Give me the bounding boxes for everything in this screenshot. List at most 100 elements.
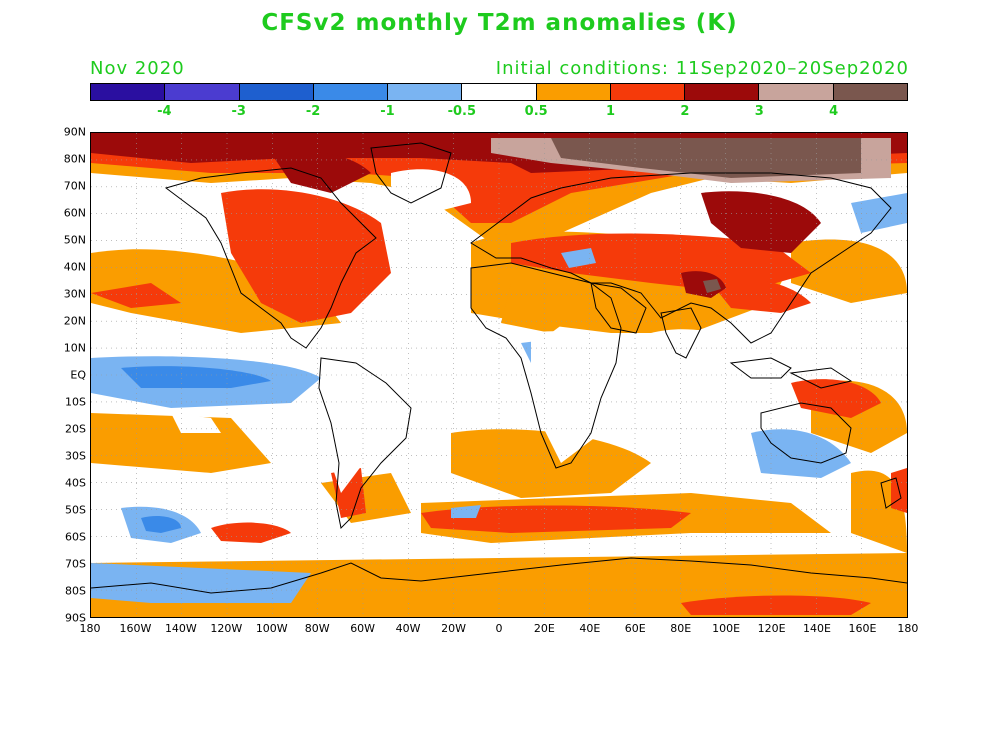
anomaly-region bbox=[681, 271, 726, 298]
colorbar-label: -1 bbox=[380, 104, 395, 119]
anomaly-region bbox=[221, 189, 391, 323]
colorbar-swatch bbox=[685, 84, 760, 100]
anomaly-region bbox=[171, 413, 221, 433]
forecast-month: Nov 2020 bbox=[90, 58, 185, 79]
map-title: CFSv2 monthly T2m anomalies (K) bbox=[261, 10, 738, 36]
coastline bbox=[660, 307, 702, 359]
coastlines bbox=[91, 142, 907, 594]
coastline bbox=[164, 167, 377, 349]
anomaly-region bbox=[91, 563, 311, 603]
colorbar-label: -4 bbox=[157, 104, 172, 119]
latitude-label: 50N bbox=[63, 233, 86, 247]
colorbar-swatch bbox=[91, 84, 166, 100]
coastline bbox=[470, 262, 622, 469]
anomaly-region bbox=[421, 505, 691, 533]
colorbar-swatch bbox=[759, 84, 834, 100]
coastline bbox=[880, 477, 902, 509]
latitude-label: 40N bbox=[63, 260, 86, 274]
colorbar bbox=[90, 83, 908, 101]
anomaly-region bbox=[551, 138, 861, 178]
anomaly-region bbox=[711, 279, 811, 313]
initial-conditions: Initial conditions: 11Sep2020–20Sep2020 bbox=[495, 58, 909, 79]
anomaly-region bbox=[91, 249, 341, 333]
longitude-label: 160W bbox=[119, 622, 152, 635]
anomaly-region bbox=[321, 330, 391, 493]
latitude-label: 70N bbox=[63, 179, 86, 193]
coastline bbox=[729, 357, 792, 379]
anomaly-region bbox=[121, 366, 271, 388]
longitude-label: 60E bbox=[624, 622, 646, 635]
longitude-label: 120E bbox=[757, 622, 786, 635]
anomaly-region bbox=[501, 273, 591, 333]
colorbar-label: 3 bbox=[754, 104, 764, 119]
latitude-label: EQ bbox=[70, 368, 86, 382]
colorbar-label: -2 bbox=[305, 104, 321, 119]
colorbar-swatch bbox=[388, 84, 463, 100]
colorbar-label: -3 bbox=[231, 104, 246, 119]
colorbar-label: 4 bbox=[829, 104, 839, 119]
anomaly-map bbox=[90, 132, 908, 618]
longitude-label: 120W bbox=[210, 622, 243, 635]
longitude-label: 140E bbox=[803, 622, 832, 635]
coastline bbox=[470, 172, 892, 344]
longitude-label: 40E bbox=[579, 622, 601, 635]
anomaly-region bbox=[701, 191, 821, 253]
longitude-label: 180 bbox=[897, 622, 919, 635]
longitude-label: 100E bbox=[712, 622, 741, 635]
latitude-label: 80N bbox=[63, 152, 86, 166]
colorbar-swatch bbox=[313, 84, 389, 100]
anomaly-region bbox=[651, 329, 771, 383]
latitude-label: 60S bbox=[65, 530, 86, 544]
latitude-label: 30N bbox=[63, 287, 86, 301]
longitude-label: 20W bbox=[441, 622, 466, 635]
anomaly-region bbox=[791, 379, 881, 418]
coastline bbox=[370, 142, 452, 204]
anomaly-region bbox=[91, 283, 181, 308]
colorbar-swatch bbox=[536, 84, 611, 100]
anomaly-region bbox=[511, 233, 811, 293]
anomaly-region bbox=[91, 413, 271, 473]
longitude-label: 80W bbox=[304, 622, 330, 635]
anomaly-region bbox=[451, 429, 651, 498]
latitude-label: 20N bbox=[63, 314, 86, 328]
anomaly-field-layer bbox=[91, 133, 907, 617]
anomaly-region bbox=[703, 279, 721, 293]
latitude-label: 40S bbox=[65, 476, 86, 490]
colorbar-swatch bbox=[165, 84, 240, 100]
anomaly-region bbox=[91, 453, 331, 493]
anomaly-region bbox=[851, 193, 907, 233]
colorbar-label: 2 bbox=[680, 104, 690, 119]
latitude-label: 70S bbox=[65, 557, 86, 571]
latitude-label: 10N bbox=[63, 341, 86, 355]
anomaly-region bbox=[211, 522, 291, 543]
longitude-label: 180 bbox=[79, 622, 101, 635]
longitude-label: 0 bbox=[495, 622, 503, 635]
latitude-label: 20S bbox=[65, 422, 86, 436]
longitude-label: 60W bbox=[350, 622, 376, 635]
latitude-label: 30S bbox=[65, 449, 86, 463]
latitude-label: 90S bbox=[65, 611, 86, 625]
coastline bbox=[760, 402, 852, 464]
latitude-label: 60N bbox=[63, 206, 86, 220]
coastline bbox=[590, 282, 647, 334]
anomaly-region bbox=[451, 505, 481, 518]
anomaly-region bbox=[791, 239, 907, 303]
colorbar-swatch bbox=[610, 84, 686, 100]
anomaly-region bbox=[561, 248, 596, 268]
anomaly-map-svg bbox=[91, 133, 907, 617]
colorbar-swatch bbox=[239, 84, 314, 100]
anomaly-region bbox=[271, 151, 371, 193]
colorbar-label: 0.5 bbox=[524, 104, 548, 119]
longitude-label: 80E bbox=[670, 622, 692, 635]
latitude-label: 50S bbox=[65, 503, 86, 517]
coastline bbox=[318, 357, 412, 530]
longitude-label: 100W bbox=[255, 622, 288, 635]
longitude-label: 40W bbox=[395, 622, 421, 635]
longitude-label: 160E bbox=[848, 622, 877, 635]
colorbar-labels: -4 -3 -2 -1 -0.5 0.5 1 2 3 4 bbox=[90, 104, 908, 122]
anomaly-region bbox=[681, 595, 871, 615]
anomaly-region bbox=[391, 169, 471, 213]
anomaly-region bbox=[531, 331, 621, 463]
coastline bbox=[789, 367, 853, 389]
colorbar-swatch bbox=[833, 84, 907, 100]
